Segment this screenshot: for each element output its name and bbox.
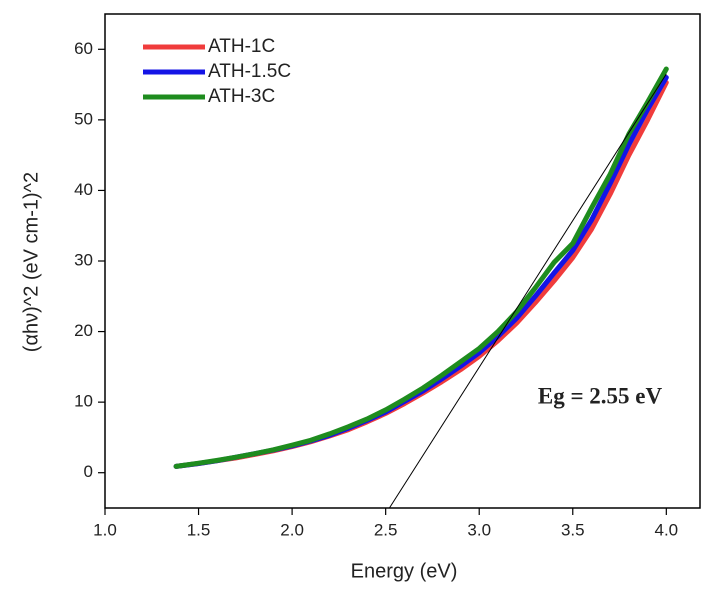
y-tick-label: 20 bbox=[74, 321, 93, 340]
x-tick-label: 1.0 bbox=[93, 520, 117, 539]
legend-label: ATH-3C bbox=[208, 86, 275, 107]
tangent-line bbox=[388, 73, 667, 508]
line-series bbox=[173, 66, 669, 469]
plot-frame bbox=[104, 13, 701, 509]
x-tick-label: 2.5 bbox=[374, 520, 398, 539]
x-tick-label: 2.0 bbox=[280, 520, 304, 539]
y-tick-label: 50 bbox=[74, 109, 93, 128]
y-tick-label: 0 bbox=[84, 462, 93, 481]
y-tick-label: 60 bbox=[74, 39, 93, 58]
y-axis-label: (αhν)^2 (eV cm-1)^2 bbox=[20, 172, 42, 352]
y-tick-label: 30 bbox=[74, 250, 93, 269]
annotation: Eg = 2.55 eV bbox=[538, 383, 663, 408]
legend-label: ATH-1.5C bbox=[208, 61, 291, 82]
x-tick-label: 1.5 bbox=[187, 520, 211, 539]
y-tick-label: 10 bbox=[74, 392, 93, 411]
legend-label: ATH-1C bbox=[208, 36, 275, 57]
y-tick-label: 40 bbox=[74, 180, 93, 199]
line-series bbox=[173, 80, 669, 469]
x-axis-label: Energy (eV) bbox=[351, 560, 458, 582]
x-tick-label: 4.0 bbox=[655, 520, 679, 539]
x-tick-label: 3.0 bbox=[467, 520, 491, 539]
x-tick-label: 3.5 bbox=[561, 520, 585, 539]
